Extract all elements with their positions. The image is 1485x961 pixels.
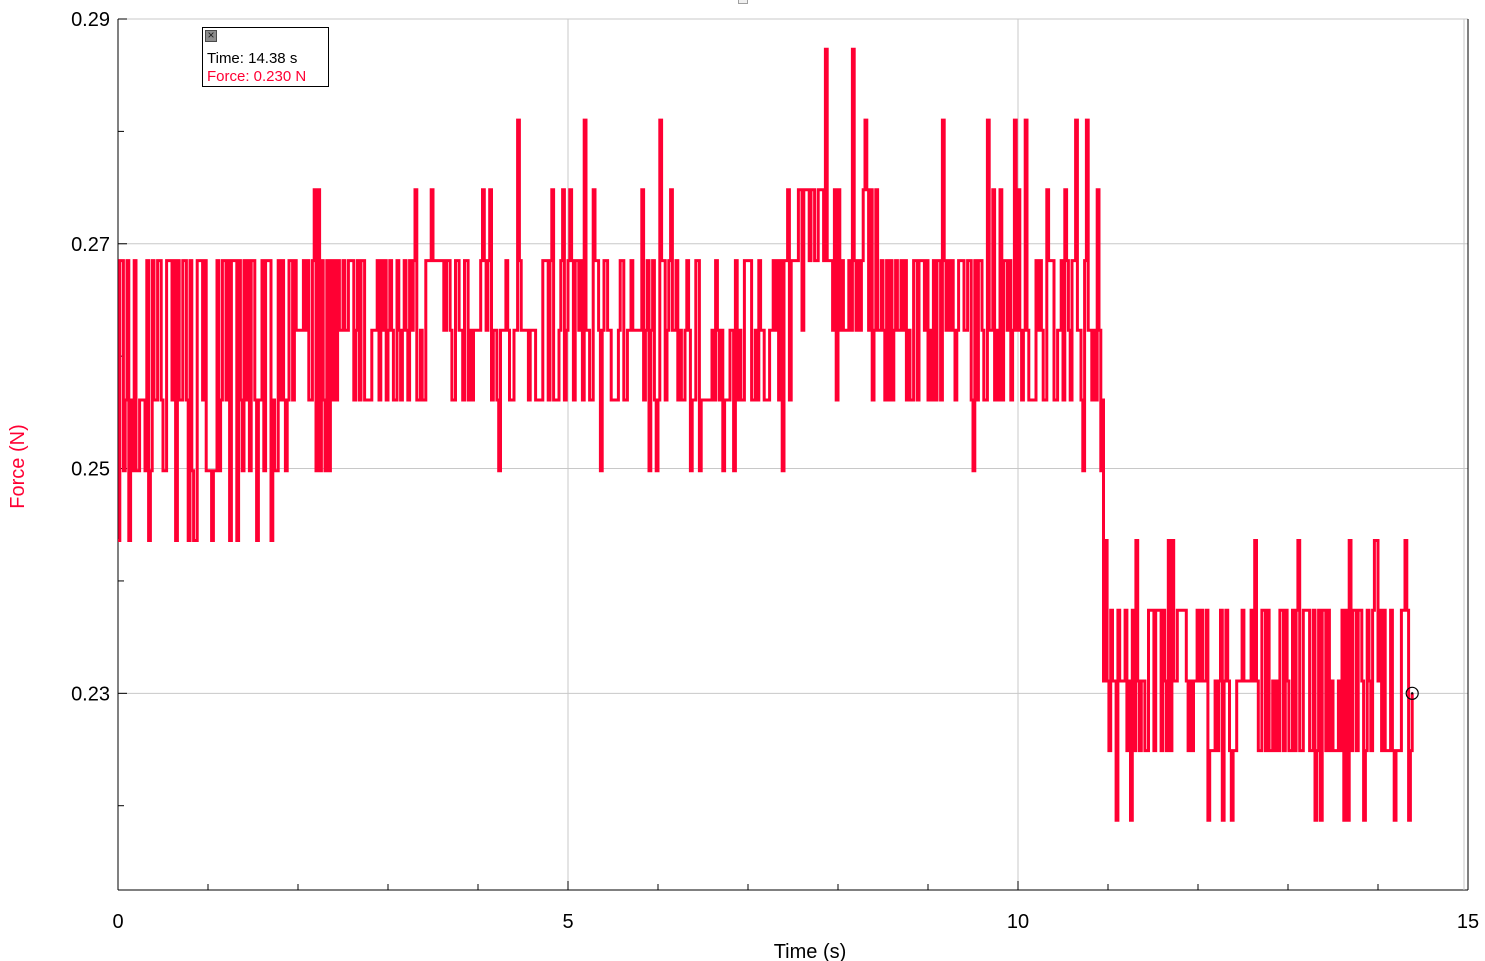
series-force [118,47,1414,822]
axis-labels: 0 5 10 15 0.23 0.25 0.27 0.29 Time (s) Force (N) [7,9,1479,961]
y-axis-title: Force (N) [7,424,29,508]
cursor[interactable] [1405,686,1419,700]
force-series-line [118,47,1414,822]
readout-time: Time: 14.38 s [207,50,298,67]
y-tick-label: 0.25 [71,459,110,481]
readout-force: Force: 0.230 N [207,68,307,85]
x-axis-title: Time (s) [774,941,847,961]
examine-readout[interactable]: × Time: 14.38 s Force: 0.230 N [202,27,329,87]
cursor-dot [1411,692,1414,695]
cursor-marker[interactable] [1405,686,1419,700]
y-tick-label: 0.27 [71,234,110,256]
y-tick-label: 0.29 [71,9,110,31]
y-tick-label: 0.23 [71,683,110,705]
axes [117,18,1469,891]
x-tick-label: 0 [112,911,123,933]
top-resize-handle[interactable] [738,0,748,4]
x-tick-label: 5 [562,911,573,933]
close-x-icon[interactable]: × [205,29,217,42]
x-tick-label: 15 [1457,911,1479,933]
x-tick-label: 10 [1007,911,1029,933]
